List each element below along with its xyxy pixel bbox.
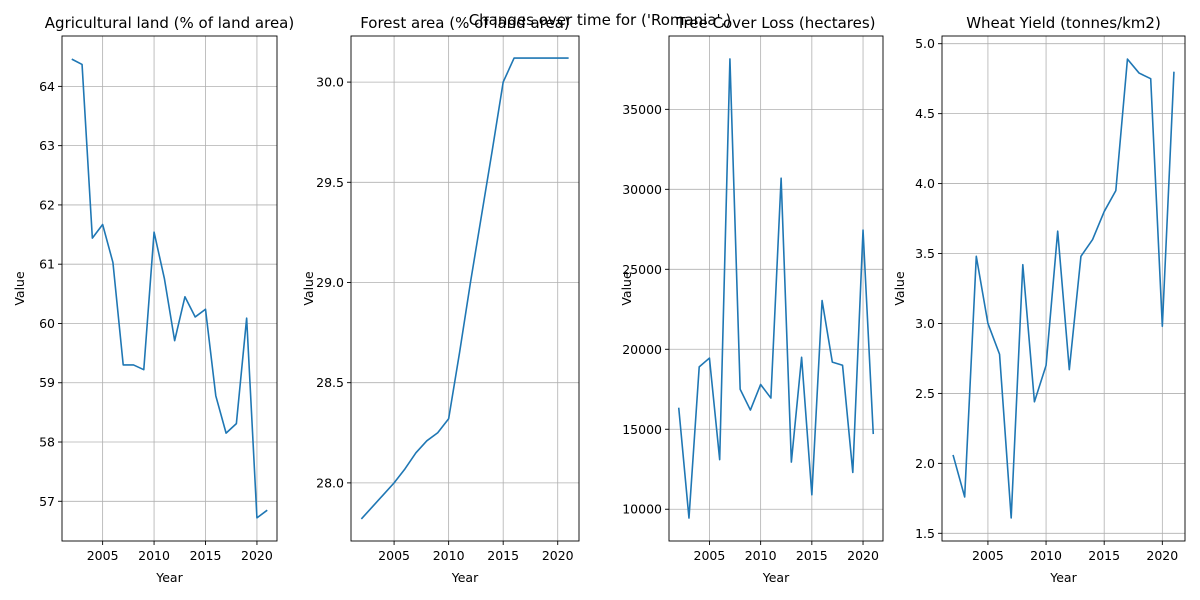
chart2-axes-frame bbox=[350, 35, 580, 542]
chart4-y-axis-label: Value bbox=[892, 271, 907, 306]
chart1-x-tick-label-0: 2005 bbox=[87, 548, 119, 563]
chart1-x-tick-label-1: 2010 bbox=[138, 548, 170, 563]
figure-title: Changes over time for ('Romania',) bbox=[469, 11, 732, 29]
chart2-y-tick-label-1: 28.5 bbox=[316, 375, 344, 390]
chart1-y-tick-label-4: 61 bbox=[39, 257, 55, 272]
chart3-y-tick-label-0: 10000 bbox=[622, 502, 662, 517]
chart2-x-tick-label-1: 2010 bbox=[433, 548, 465, 563]
chart4-y-tick-label-5: 4.0 bbox=[915, 176, 935, 191]
chart3-title: Tree Cover Loss (hectares) bbox=[675, 14, 875, 32]
chart1-x-tick-label-3: 2020 bbox=[241, 548, 273, 563]
chart4-x-axis-label: Year bbox=[1049, 570, 1077, 585]
chart1-title: Agricultural land (% of land area) bbox=[45, 14, 294, 32]
chart2-series-line bbox=[360, 57, 569, 520]
chart1-x-axis-label: Year bbox=[155, 570, 183, 585]
chart3-y-tick-label-3: 25000 bbox=[622, 262, 662, 277]
chart4-x-tick-label-1: 2010 bbox=[1030, 548, 1062, 563]
chart3-x-tick-label-2: 2015 bbox=[796, 548, 828, 563]
chart4-x-tick-label-3: 2020 bbox=[1146, 548, 1178, 563]
chart4-series-line bbox=[952, 58, 1175, 519]
chart4-x-tick-label-2: 2015 bbox=[1088, 548, 1120, 563]
chart2-y-tick-label-0: 28.0 bbox=[316, 475, 344, 490]
chart2-x-tick-label-2: 2015 bbox=[487, 548, 519, 563]
chart1-y-tick-label-3: 60 bbox=[39, 316, 55, 331]
chart3-y-axis-label: Value bbox=[619, 271, 634, 306]
chart1-axes-frame bbox=[61, 35, 278, 542]
chart1-y-tick-label-2: 59 bbox=[39, 375, 55, 390]
chart4-y-tick-label-7: 5.0 bbox=[915, 36, 935, 51]
chart4-y-tick-label-4: 3.5 bbox=[915, 246, 935, 261]
chart1-series-line bbox=[71, 58, 268, 519]
chart2-y-tick-label-3: 29.5 bbox=[316, 175, 344, 190]
chart2-y-axis-label: Value bbox=[301, 271, 316, 306]
chart1-y-tick-label-6: 63 bbox=[39, 138, 55, 153]
chart4-x-tick-label-0: 2005 bbox=[972, 548, 1004, 563]
chart4-y-tick-label-0: 1.5 bbox=[915, 526, 935, 541]
chart1-y-axis-label: Value bbox=[12, 271, 27, 306]
chart2-x-tick-label-0: 2005 bbox=[378, 548, 410, 563]
chart4-y-tick-label-2: 2.5 bbox=[915, 386, 935, 401]
chart1-y-tick-label-7: 64 bbox=[39, 79, 55, 94]
chart4-y-tick-label-1: 2.0 bbox=[915, 456, 935, 471]
chart1-x-tick-label-2: 2015 bbox=[190, 548, 222, 563]
chart3-axes-frame bbox=[668, 35, 884, 542]
chart3-x-tick-label-0: 2005 bbox=[694, 548, 726, 563]
chart2-x-tick-label-3: 2020 bbox=[542, 548, 574, 563]
chart2-y-tick-label-4: 30.0 bbox=[316, 75, 344, 90]
chart3-series-line bbox=[677, 58, 875, 519]
chart3-y-tick-label-2: 20000 bbox=[622, 342, 662, 357]
chart2-x-axis-label: Year bbox=[451, 570, 479, 585]
chart3-x-tick-label-1: 2010 bbox=[745, 548, 777, 563]
chart4-title: Wheat Yield (tonnes/km2) bbox=[966, 14, 1161, 32]
chart3-x-axis-label: Year bbox=[762, 570, 790, 585]
chart3-x-tick-label-3: 2020 bbox=[847, 548, 879, 563]
chart2-title: Forest area (% of land area) bbox=[360, 14, 570, 32]
chart3-y-tick-label-4: 30000 bbox=[622, 182, 662, 197]
chart4-y-tick-label-3: 3.0 bbox=[915, 316, 935, 331]
chart1-y-tick-label-1: 58 bbox=[39, 435, 55, 450]
chart3-y-tick-label-1: 15000 bbox=[622, 422, 662, 437]
chart1-y-tick-label-5: 62 bbox=[39, 197, 55, 212]
chart4-y-tick-label-6: 4.5 bbox=[915, 106, 935, 121]
chart3-y-tick-label-5: 35000 bbox=[622, 102, 662, 117]
chart4-axes-frame bbox=[941, 35, 1186, 542]
chart1-y-tick-label-0: 57 bbox=[39, 494, 55, 509]
chart2-y-tick-label-2: 29.0 bbox=[316, 275, 344, 290]
